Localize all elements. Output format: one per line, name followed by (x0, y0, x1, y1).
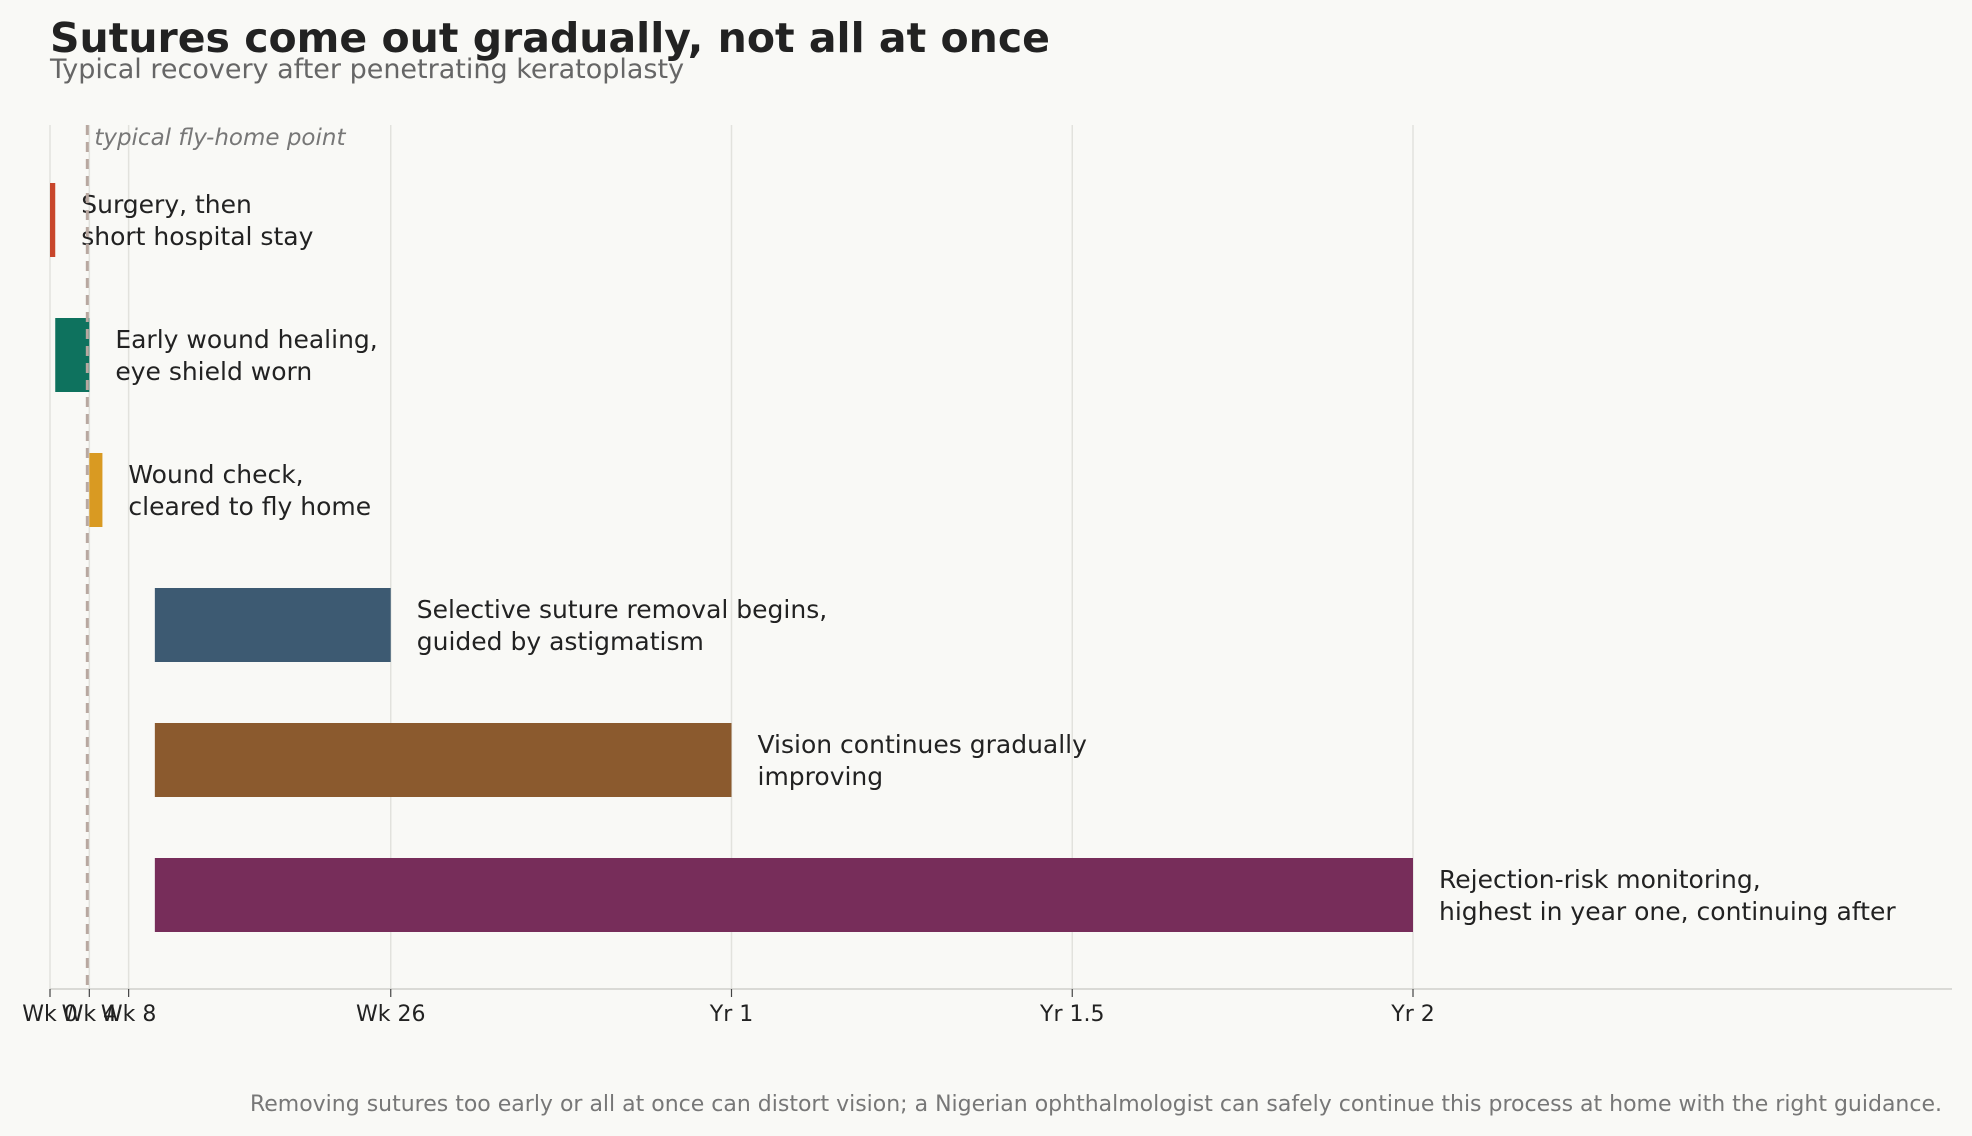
chart-subtitle: Typical recovery after penetrating kerat… (49, 54, 684, 85)
bar-label: Surgery, then (81, 190, 252, 219)
bars (50, 183, 1413, 932)
gridlines (49, 125, 1414, 989)
bar-label: eye shield worn (115, 357, 312, 386)
x-tick-label: Wk 0 (22, 1002, 77, 1027)
bar-label: Wound check, (128, 460, 303, 489)
fly-home-annotation: typical fly-home point (94, 125, 346, 151)
bar-label: Vision continues gradually (758, 730, 1088, 759)
x-tick-label: Wk 4 (62, 1002, 117, 1027)
bar-label: Rejection-risk monitoring, (1439, 865, 1761, 894)
bar-label: Selective suture removal begins, (417, 595, 827, 624)
timeline-bar (89, 453, 103, 527)
x-tick-label: Yr 1 (709, 1002, 753, 1027)
reference-line-group: typical fly-home point (85, 125, 346, 989)
x-tick-label: Yr 2 (1390, 1002, 1434, 1027)
timeline-bar (154, 588, 391, 662)
timeline-bar (50, 183, 56, 257)
footnote: Removing sutures too early or all at onc… (250, 1092, 1942, 1117)
chart-title: Sutures come out gradually, not all at o… (50, 14, 1050, 62)
x-tick-label: Wk 26 (356, 1002, 425, 1027)
timeline-bar (55, 318, 90, 392)
bar-label: highest in year one, continuing after (1439, 897, 1896, 926)
bar-label: cleared to fly home (128, 492, 371, 521)
x-axis-ticks: Wk 0Wk 4Wk 8 Wk 26 Yr 1 Yr 1.5 Yr 2 (22, 989, 1435, 1027)
timeline-bar (154, 723, 732, 797)
timeline-bar (154, 858, 1413, 932)
x-tick-label: Yr 1.5 (1039, 1002, 1104, 1027)
bar-label: improving (758, 762, 884, 791)
bar-label: guided by astigmatism (417, 627, 704, 656)
bar-label: short hospital stay (81, 222, 313, 251)
bar-label: Early wound healing, (115, 325, 377, 354)
x-tick-label: Wk 8 (101, 1002, 156, 1027)
bar-labels: Surgery, then short hospital stay Early wo… (81, 190, 1896, 926)
